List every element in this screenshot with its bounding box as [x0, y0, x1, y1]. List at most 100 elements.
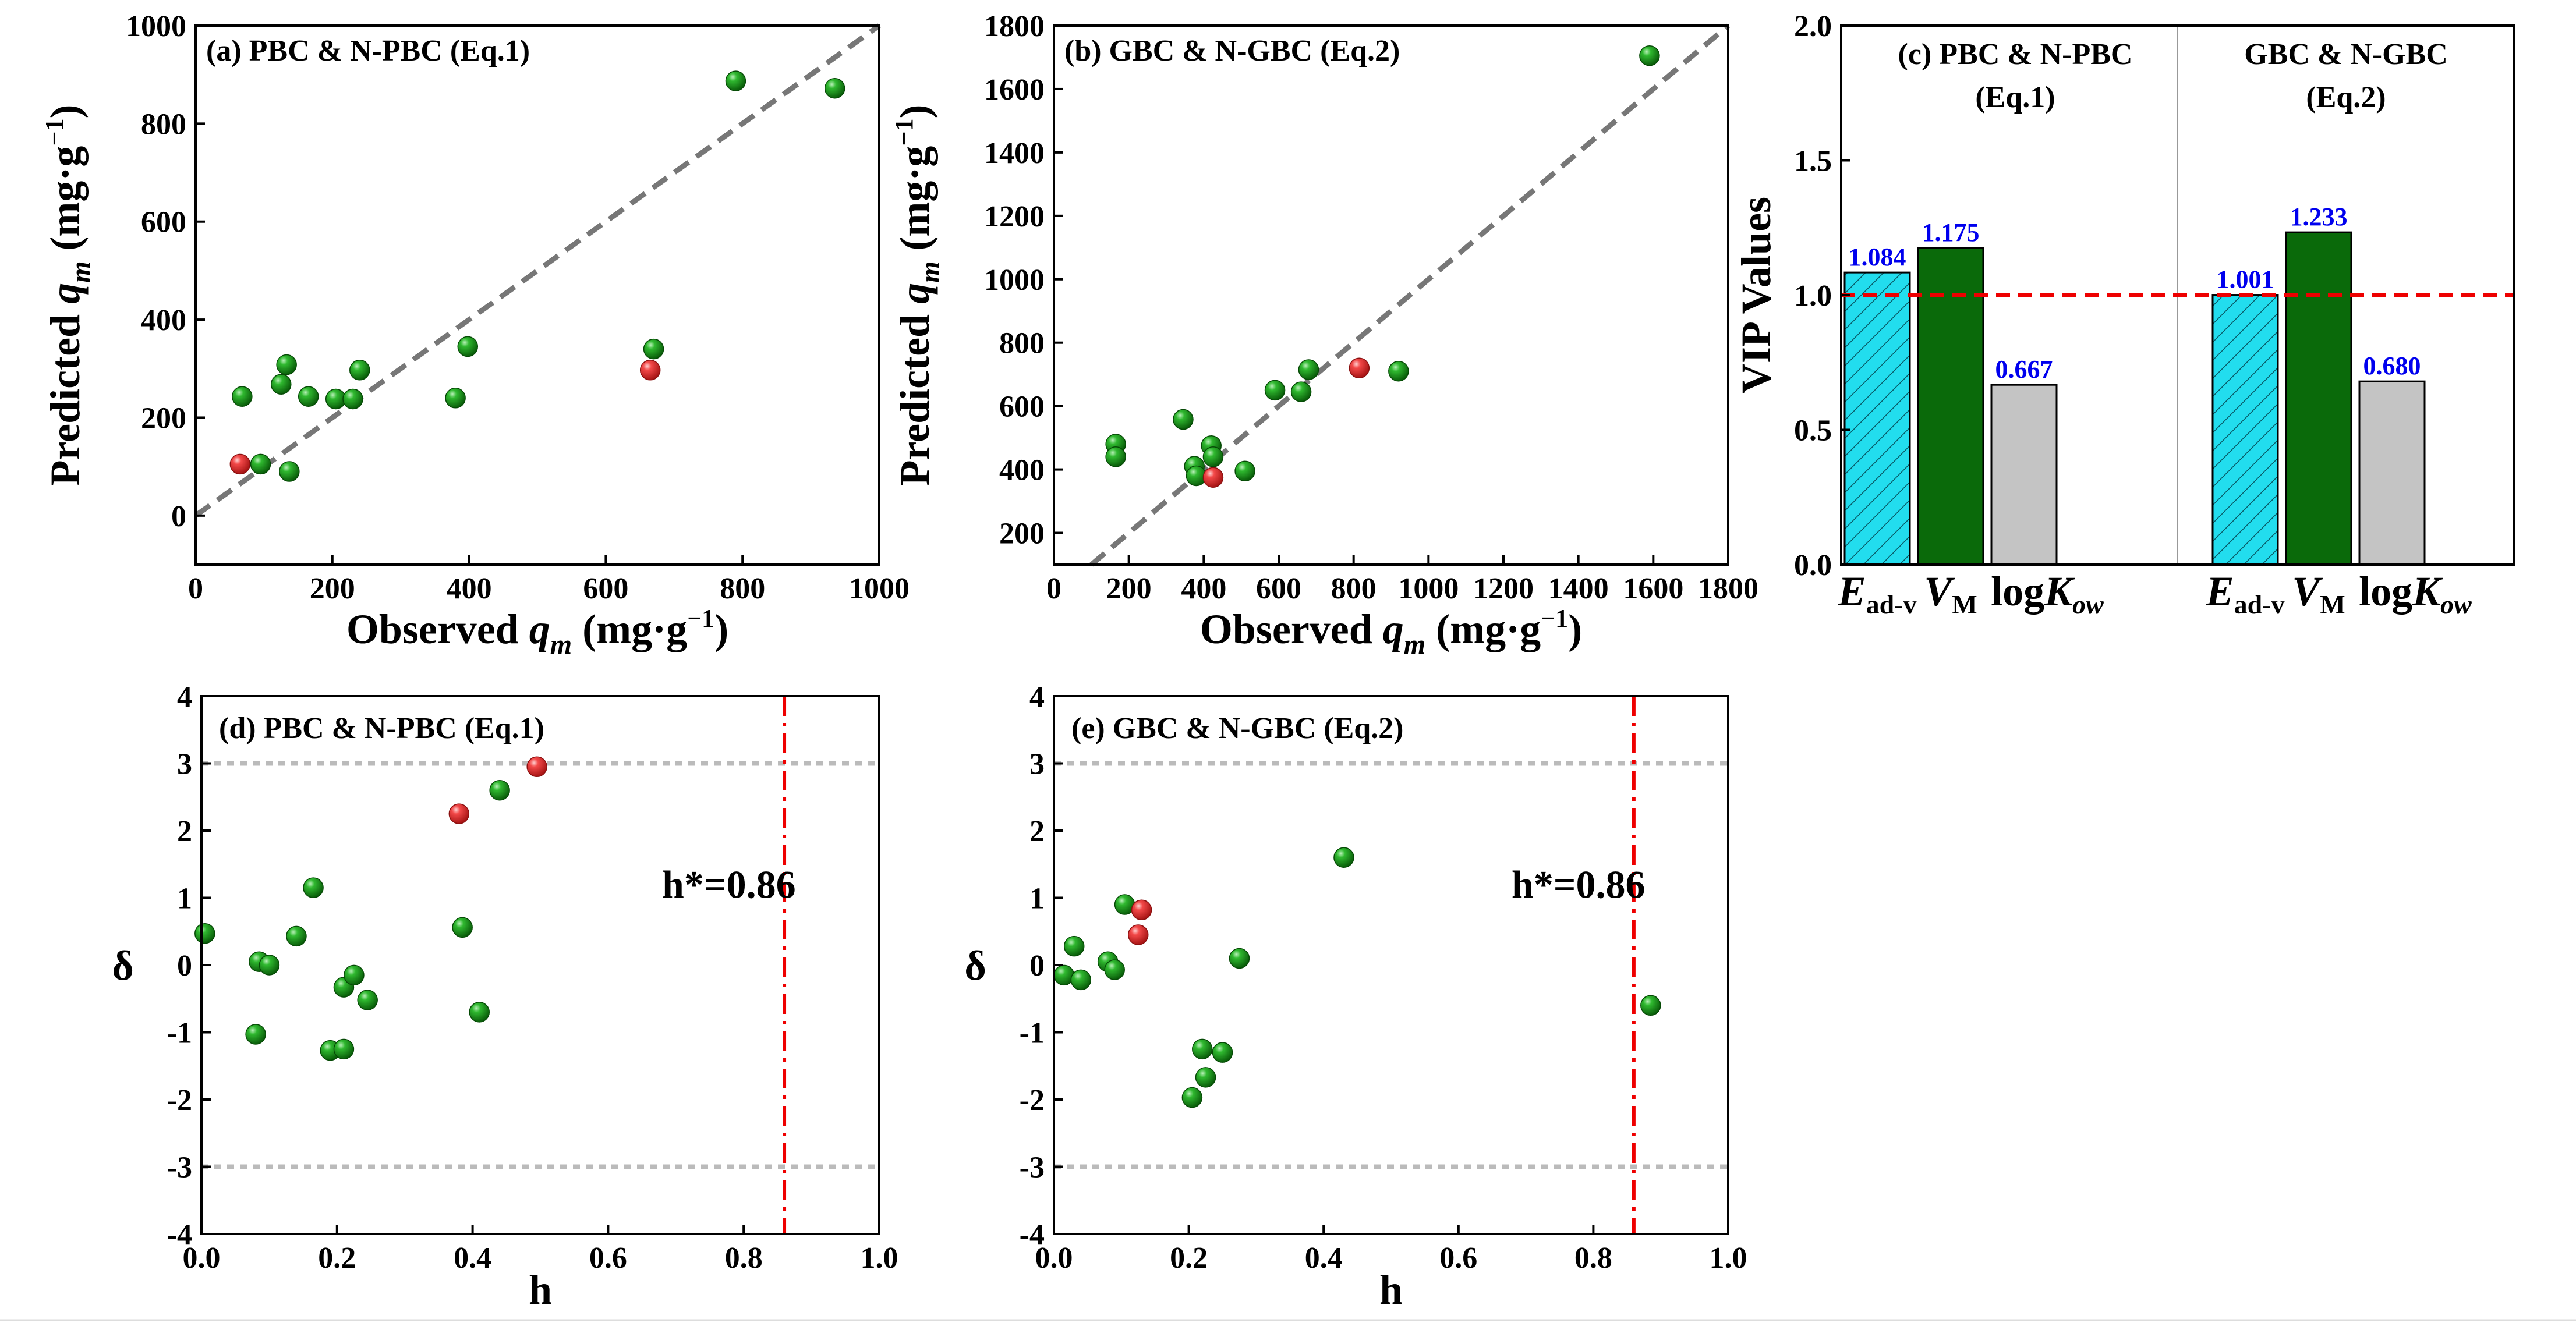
- y-tick-label: 800: [999, 327, 1045, 360]
- y-axis-label: δ: [964, 942, 986, 989]
- green-data-point: [349, 360, 370, 381]
- green-data-point: [276, 354, 297, 375]
- y-tick-label: 400: [999, 454, 1045, 487]
- panel-e: 0.0 0.2 0.4 0.6 0.8 1.0 -4 -3 -2 -1 0 1 2 3 4 (e) GBC &…: [964, 680, 1747, 1313]
- green-data-point: [1195, 1067, 1216, 1088]
- green-data-point: [1640, 995, 1661, 1016]
- y-tick-label: 600: [141, 206, 186, 239]
- identity-line: [1089, 23, 1730, 567]
- y-tick-label: 1: [177, 882, 192, 916]
- plot-frame-e: [1053, 695, 1729, 1235]
- category-label: logKow: [2359, 568, 2472, 619]
- green-data-point: [457, 336, 479, 357]
- green-data-point: [452, 917, 473, 938]
- y-tick-label: 600: [999, 391, 1045, 424]
- y-tick-label: 200: [999, 517, 1045, 551]
- green-data-point: [1290, 381, 1312, 402]
- x-tick-label: 600: [1256, 572, 1301, 605]
- plot-frame-b: [1053, 24, 1729, 566]
- panel-d: 0.0 0.2 0.4 0.6 0.8 1.0 -4 -3 -2 -1 0 1 2 3 4 (d) PBC &…: [112, 680, 898, 1313]
- y-tick-label: 0: [177, 949, 192, 983]
- panel-title: (b) GBC & N-GBC (Eq.2): [1064, 34, 1400, 68]
- green-data-point: [725, 70, 746, 91]
- green-data-point: [1212, 1042, 1233, 1063]
- x-tick-label: 400: [1181, 572, 1226, 605]
- x-tick-label: 800: [1331, 572, 1377, 605]
- x-tick-label: 0.6: [589, 1242, 627, 1275]
- group-subtitle: (Eq.2): [2306, 81, 2386, 114]
- x-axis-label: Observed qm (mg·g−1): [346, 604, 728, 660]
- y-tick-label: 1400: [984, 137, 1045, 170]
- green-data-point: [357, 990, 378, 1010]
- panel-title: (a) PBC & N-PBC (Eq.1): [206, 34, 530, 68]
- red-data-point: [1131, 899, 1152, 921]
- y-tick-label: 2: [177, 815, 192, 848]
- green-data-point: [1639, 45, 1660, 66]
- y-tick-label: 1000: [984, 264, 1045, 297]
- green-data-point: [1173, 409, 1194, 430]
- y-tick-label: 4: [1029, 680, 1045, 714]
- x-tick-label: 1.0: [1710, 1242, 1747, 1275]
- green-data-point: [1333, 847, 1354, 868]
- y-tick-label: 1800: [984, 10, 1045, 43]
- y-tick-label: 200: [141, 402, 186, 435]
- category-label: VM: [2292, 568, 2345, 619]
- y-tick-label: 2.0: [1794, 10, 1832, 43]
- red-data-point: [526, 756, 547, 778]
- green-data-point: [1234, 460, 1255, 482]
- y-tick-label: -4: [167, 1218, 192, 1251]
- vip-bar: [2358, 380, 2426, 566]
- x-axis-label: Observed qm (mg·g−1): [1200, 604, 1582, 660]
- x-tick-label: 1000: [849, 572, 910, 605]
- x-tick-label: 0.4: [454, 1242, 491, 1275]
- green-data-point: [279, 461, 300, 482]
- panel-title: (d) PBC & N-PBC (Eq.1): [219, 712, 544, 745]
- green-data-point: [250, 453, 271, 475]
- y-tick-label: -3: [1020, 1151, 1045, 1184]
- vip-bar: [2285, 231, 2352, 566]
- panel-title: (e) GBC & N-GBC (Eq.2): [1071, 712, 1404, 745]
- green-data-point: [245, 1024, 266, 1045]
- x-tick-label: 0.8: [1574, 1242, 1612, 1275]
- bar-value-label: 1.233: [2290, 203, 2348, 231]
- y-tick-label: 1200: [984, 200, 1045, 233]
- h-star-label: h*=0.86: [662, 863, 796, 907]
- y-tick-label: -4: [1020, 1218, 1045, 1251]
- bar-value-label: 0.667: [1995, 355, 2053, 384]
- x-tick-label: 0: [188, 572, 203, 605]
- panel-c: 1.084 1.175 0.667 (c) PBC & N-PBC (Eq.1) Ead-…: [1733, 10, 2515, 619]
- green-data-point: [1104, 959, 1125, 980]
- y-tick-label: 400: [141, 304, 186, 337]
- x-tick-label: 0.6: [1439, 1242, 1477, 1275]
- y-axis-label: Predicted qm (mg·g−1): [40, 105, 96, 486]
- category-label: Ead-v: [2206, 568, 2285, 619]
- green-data-point: [342, 388, 363, 410]
- y-tick-label: 1.0: [1794, 279, 1832, 313]
- y-tick-label: 0: [171, 500, 186, 533]
- red-data-point: [1128, 924, 1149, 945]
- x-axis-label: h: [1379, 1267, 1403, 1313]
- green-data-point: [1202, 446, 1224, 467]
- green-data-point: [286, 925, 307, 947]
- green-data-point: [1264, 380, 1286, 401]
- y-tick-label: 1.5: [1794, 145, 1832, 178]
- green-data-point: [1298, 359, 1319, 380]
- x-tick-label: 1600: [1623, 572, 1683, 605]
- x-tick-label: 0.8: [725, 1242, 763, 1275]
- red-data-point: [639, 360, 661, 381]
- red-data-point: [1349, 357, 1370, 379]
- green-data-point: [445, 388, 466, 409]
- x-tick-label: 800: [720, 572, 765, 605]
- green-data-point: [303, 877, 324, 898]
- y-tick-label: -1: [1020, 1017, 1045, 1050]
- plot-frame-d: [200, 695, 880, 1235]
- category-label: logKow: [1991, 568, 2104, 619]
- green-data-point: [298, 386, 319, 407]
- y-tick-label: 1000: [126, 10, 186, 43]
- green-data-point: [344, 964, 365, 986]
- plot-frame-a: [194, 24, 880, 566]
- green-data-point: [1181, 1087, 1203, 1108]
- green-data-point: [271, 374, 292, 395]
- y-axis-label: VIP Values: [1733, 197, 1779, 393]
